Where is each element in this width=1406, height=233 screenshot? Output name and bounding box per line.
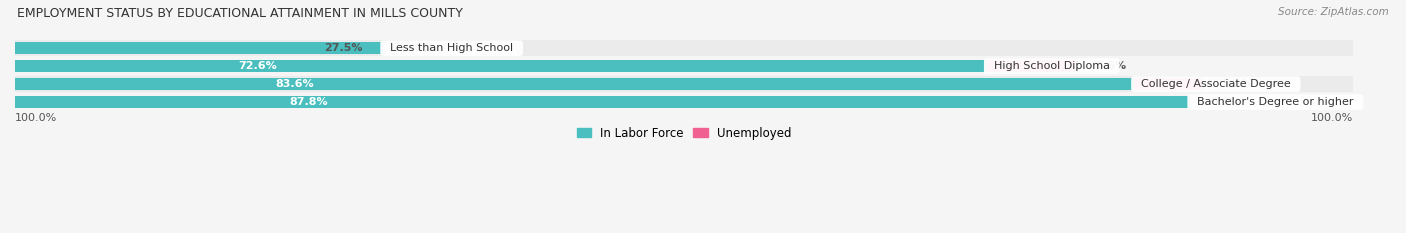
Text: 87.8%: 87.8%	[290, 97, 328, 107]
Text: 5.1%: 5.1%	[1222, 79, 1253, 89]
Text: 0.0%: 0.0%	[404, 43, 434, 53]
Bar	[15, 60, 987, 72]
Text: 27.5%: 27.5%	[325, 43, 363, 53]
Bar	[15, 41, 1354, 56]
Bar	[15, 78, 1133, 90]
Text: 100.0%: 100.0%	[15, 113, 58, 123]
Text: EMPLOYMENT STATUS BY EDUCATIONAL ATTAINMENT IN MILLS COUNTY: EMPLOYMENT STATUS BY EDUCATIONAL ATTAINM…	[17, 7, 463, 20]
Bar	[15, 76, 1354, 92]
Text: 6.6%: 6.6%	[1095, 61, 1126, 71]
Text: Bachelor's Degree or higher: Bachelor's Degree or higher	[1189, 97, 1361, 107]
Text: College / Associate Degree: College / Associate Degree	[1133, 79, 1298, 89]
Bar	[15, 96, 1189, 108]
Bar	[1133, 78, 1202, 90]
Text: 72.6%: 72.6%	[239, 61, 277, 71]
Text: 83.6%: 83.6%	[276, 79, 314, 89]
Bar	[15, 42, 382, 54]
Text: High School Diploma: High School Diploma	[987, 61, 1116, 71]
Legend: In Labor Force, Unemployed: In Labor Force, Unemployed	[572, 122, 796, 144]
Bar	[987, 60, 1076, 72]
Text: 0.0%: 0.0%	[1211, 97, 1241, 107]
Text: Less than High School: Less than High School	[382, 43, 520, 53]
Text: Source: ZipAtlas.com: Source: ZipAtlas.com	[1278, 7, 1389, 17]
Bar	[15, 58, 1354, 74]
Text: 100.0%: 100.0%	[1312, 113, 1354, 123]
Bar	[15, 94, 1354, 110]
